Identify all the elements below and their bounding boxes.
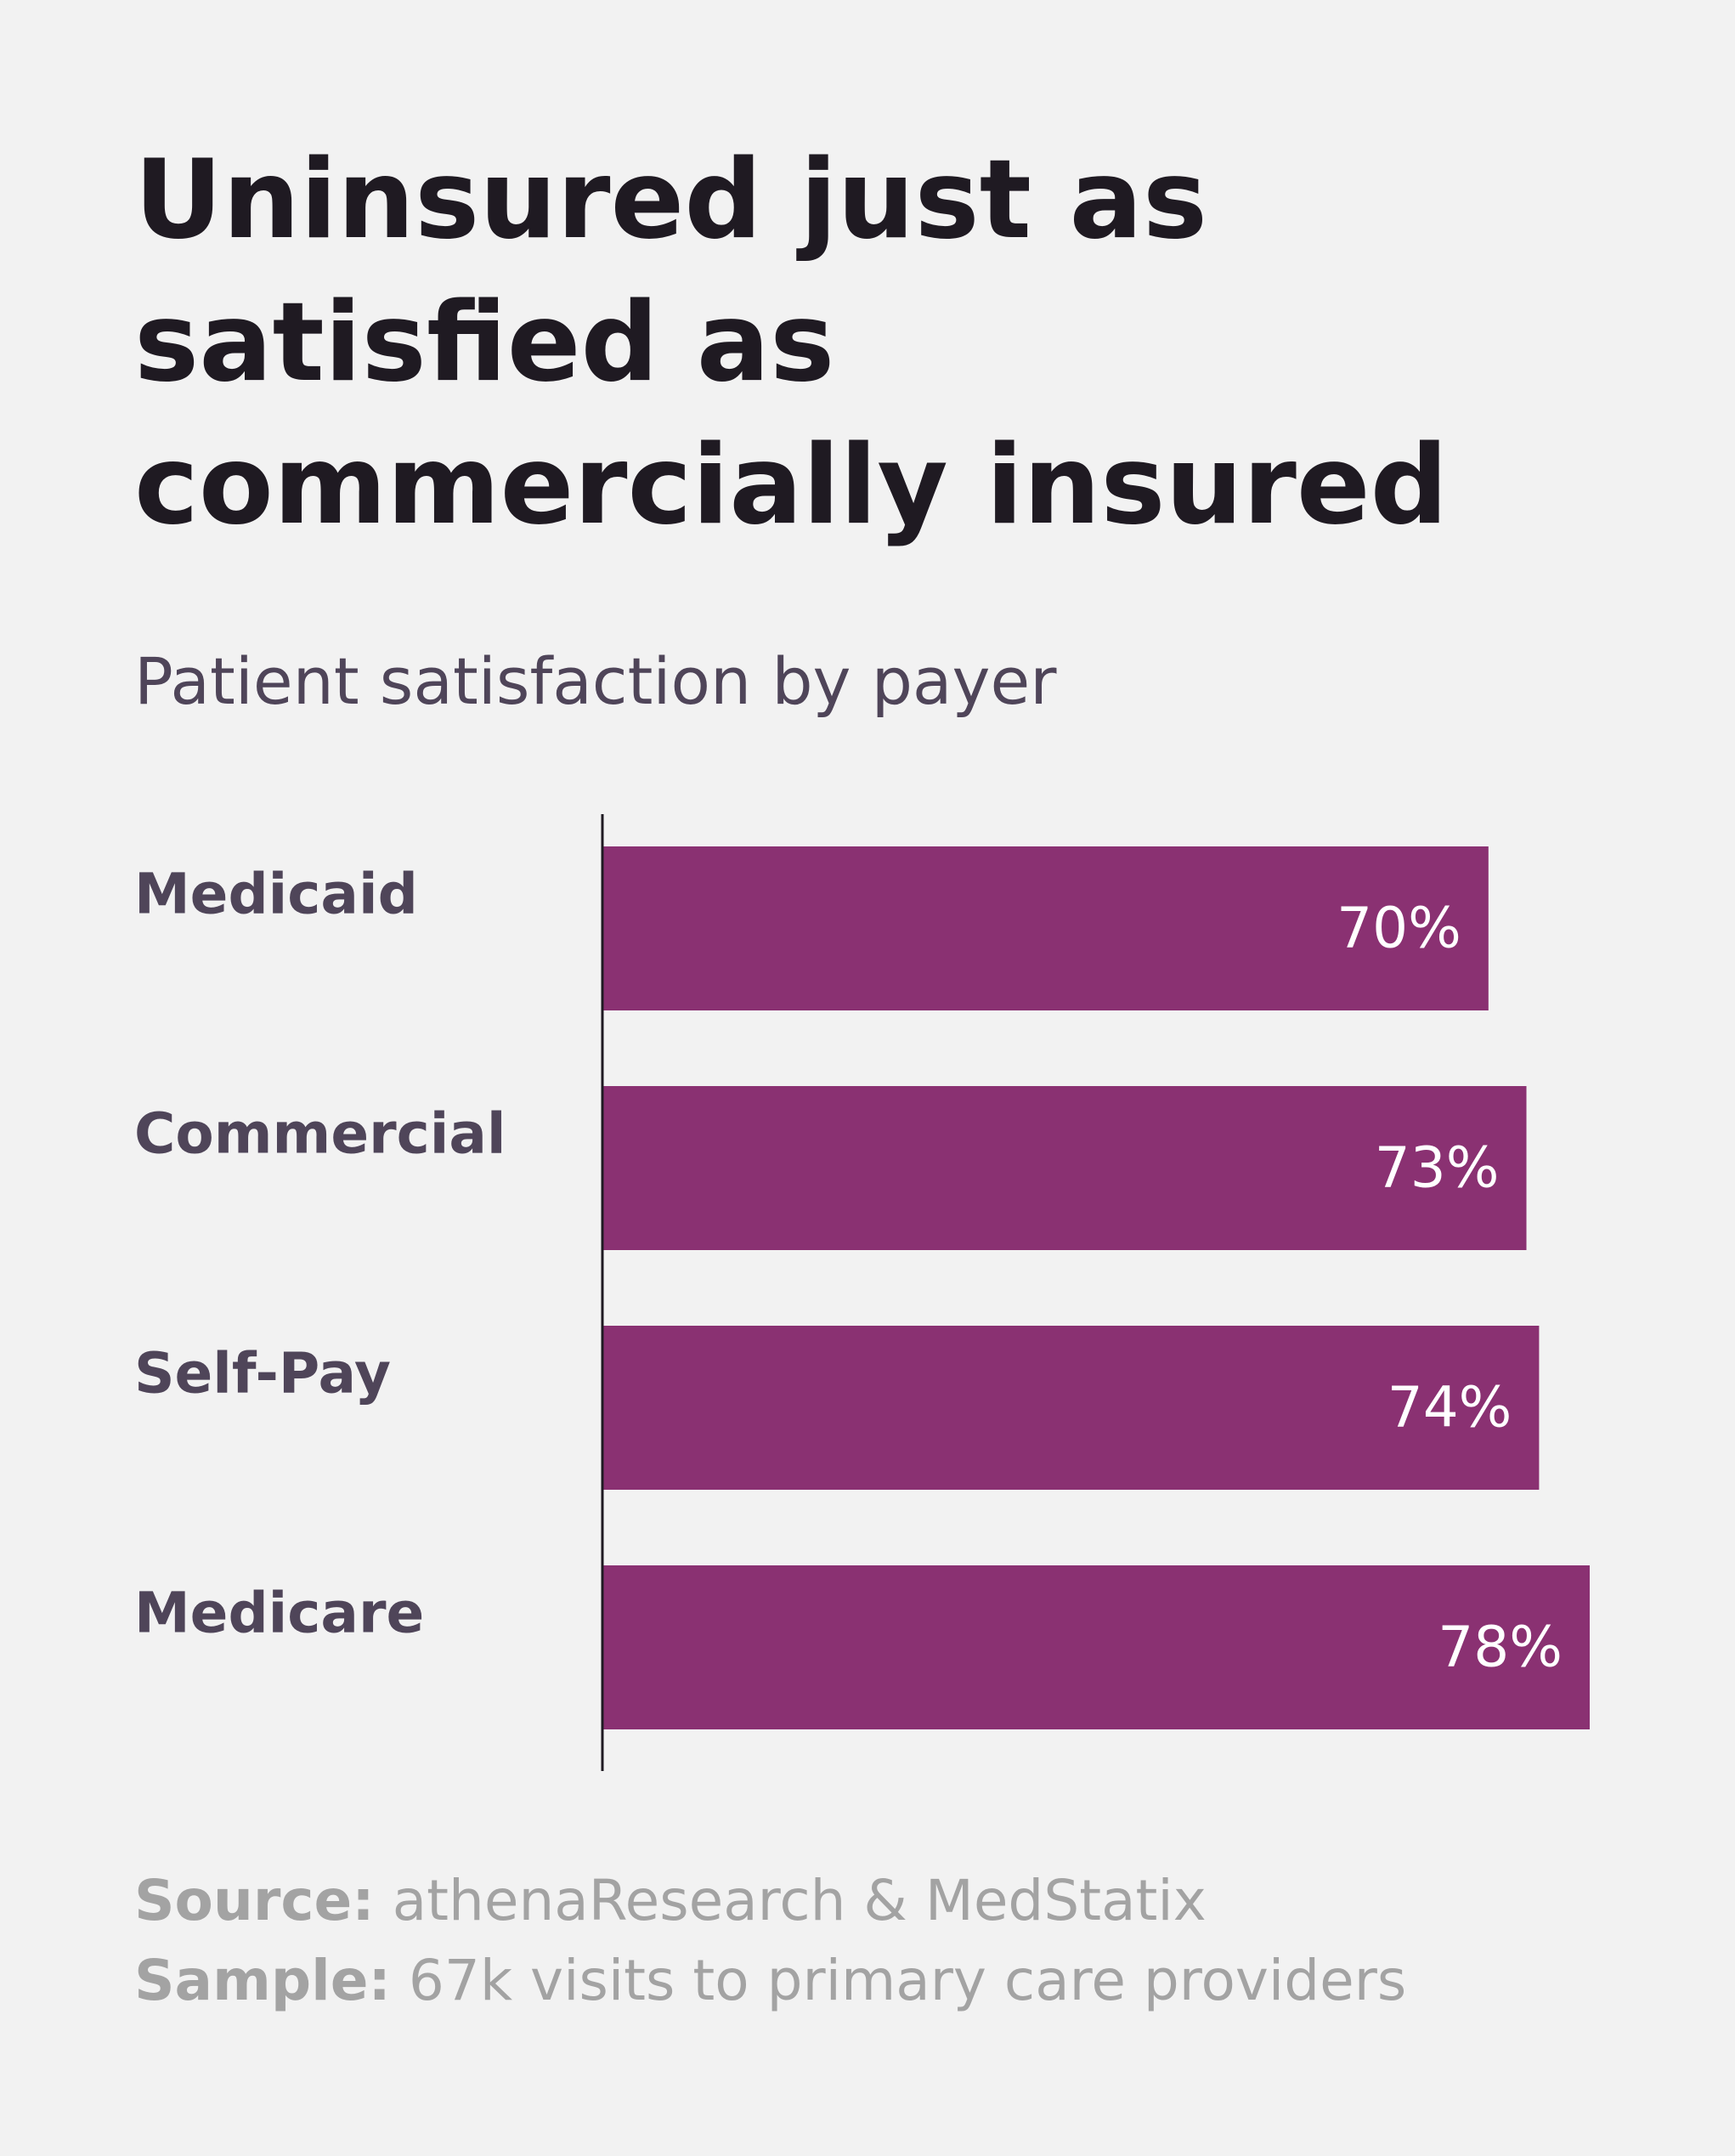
- sample-text: 67k visits to primary care providers: [408, 1948, 1407, 2013]
- source-text: athenaResearch & MedStatix: [392, 1868, 1207, 1933]
- bar-chart: Medicaid 70% Commercial 73% Self-Pay 74% Medic…: [134, 814, 1590, 1771]
- bar-self-pay: [602, 1326, 1540, 1490]
- sample-label: Sample:: [134, 1948, 391, 2013]
- chart-title: Uninsured just as satisfied as commercia…: [134, 137, 1449, 549]
- category-label-medicaid: Medicaid: [134, 862, 418, 927]
- sample-row: Sample: 67k visits to primary care provi…: [134, 1941, 1664, 2021]
- bar-medicare: [602, 1565, 1590, 1729]
- value-label-commercial: 73%: [1375, 1135, 1500, 1201]
- source-label: Source:: [134, 1868, 375, 1933]
- chart-subtitle: Patient satisfaction by payer: [134, 643, 1057, 719]
- bars-layer: Medicaid 70% Commercial 73% Self-Pay 74% Medic…: [134, 846, 1590, 1729]
- bar-commercial: [602, 1086, 1527, 1250]
- value-label-medicare: 78%: [1438, 1615, 1563, 1680]
- value-label-self-pay: 74%: [1387, 1375, 1512, 1440]
- category-label-medicare: Medicare: [134, 1581, 424, 1646]
- value-label-medicaid: 70%: [1337, 896, 1461, 961]
- category-label-self-pay: Self-Pay: [134, 1341, 391, 1406]
- category-label-commercial: Commercial: [134, 1101, 506, 1167]
- source-row: Source: athenaResearch & MedStatix: [134, 1861, 1664, 1941]
- bar-medicaid: [602, 846, 1489, 1010]
- chart-footer: Source: athenaResearch & MedStatix Sampl…: [134, 1861, 1664, 2021]
